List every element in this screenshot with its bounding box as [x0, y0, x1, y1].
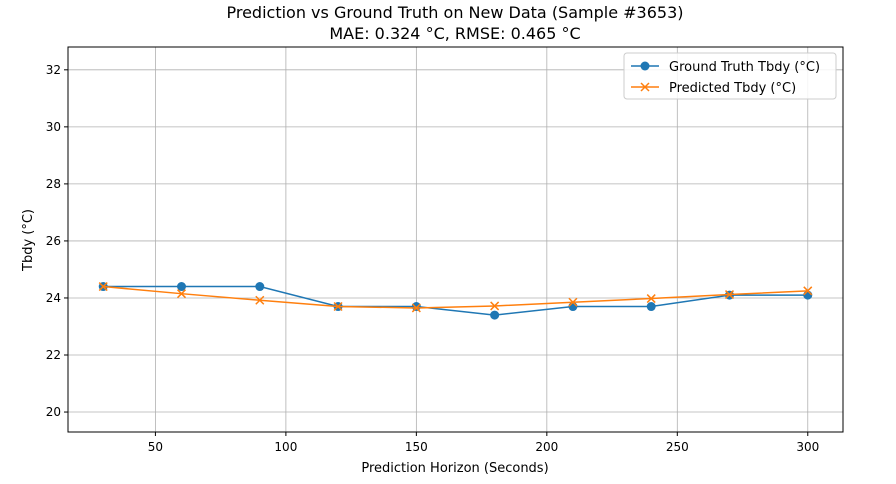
data-point	[333, 301, 343, 312]
legend-box	[623, 52, 837, 100]
y-tick-label: 26	[46, 234, 61, 248]
legend-marker	[640, 61, 650, 71]
data-point	[724, 290, 735, 300]
data-point	[568, 302, 578, 312]
x-tick-label: 250	[666, 440, 689, 454]
series-predicted	[98, 282, 813, 313]
y-tick-label: 32	[46, 63, 61, 77]
legend-marker	[640, 82, 650, 92]
data-point	[646, 302, 656, 312]
x-tick-label: 150	[405, 440, 428, 454]
x-axis: 50 100 150 200 250 300	[148, 432, 819, 454]
y-tick-label: 20	[46, 405, 61, 419]
series-layer	[98, 282, 813, 320]
data-point	[803, 286, 813, 296]
data-point	[177, 282, 187, 292]
x-tick-label: 200	[535, 440, 558, 454]
data-point	[98, 282, 108, 292]
legend-label: Predicted Tbdy (°C)	[669, 81, 796, 96]
y-tick-label: 28	[46, 177, 61, 191]
data-point	[646, 294, 656, 304]
data-point	[411, 303, 421, 313]
x-tick-label: 100	[274, 440, 297, 454]
plot-frame	[67, 46, 844, 433]
data-point	[568, 297, 578, 307]
chart-subtitle: MAE: 0.324 °C, RMSE: 0.465 °C	[329, 24, 580, 43]
x-tick-label: 300	[796, 440, 819, 454]
data-point	[255, 295, 265, 305]
grid-lines	[68, 47, 843, 432]
y-tick-label: 22	[46, 348, 61, 362]
x-axis-label: Prediction Horizon (Seconds)	[361, 461, 548, 476]
y-axis-label: Tbdy (°C)	[21, 209, 36, 272]
data-point	[176, 289, 187, 299]
y-axis: 20 22 24 26 28 30 32	[46, 63, 68, 419]
data-point	[490, 310, 500, 320]
legend-label: Ground Truth Tbdy (°C)	[669, 60, 820, 75]
data-point	[255, 282, 265, 292]
data-point	[803, 290, 813, 300]
x-tick-label: 50	[148, 440, 163, 454]
legend: Ground Truth Tbdy (°C) Predicted Tbdy (°C…	[623, 52, 837, 100]
y-tick-label: 24	[46, 291, 61, 305]
series-line	[103, 285, 808, 316]
data-point	[411, 302, 421, 312]
series-line	[103, 285, 808, 309]
data-point	[490, 301, 500, 311]
chart-title: Prediction vs Ground Truth on New Data (…	[226, 3, 683, 22]
y-tick-label: 30	[46, 120, 61, 134]
